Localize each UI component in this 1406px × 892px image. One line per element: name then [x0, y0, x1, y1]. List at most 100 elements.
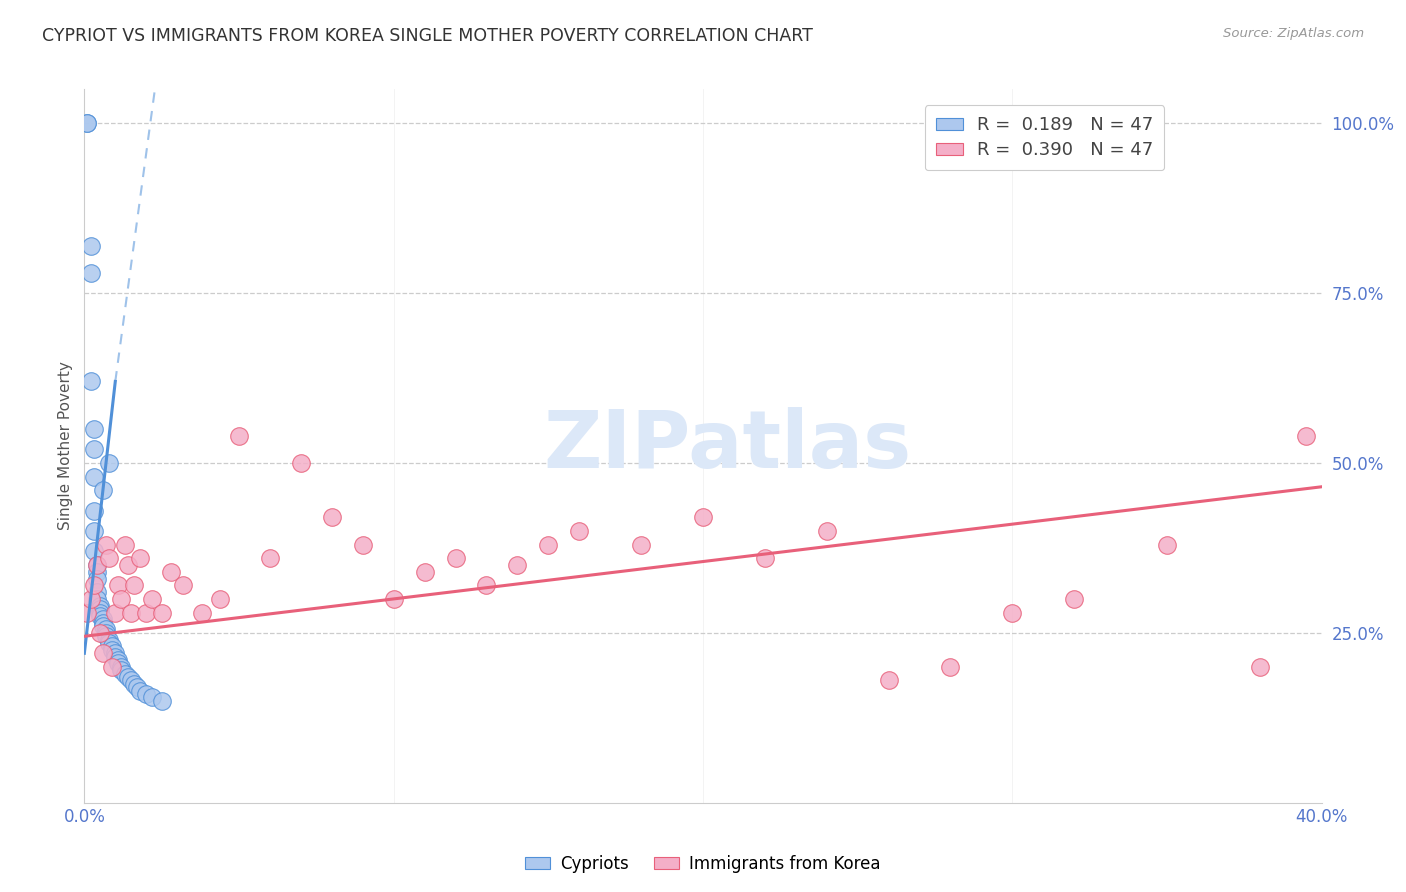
Point	[83, 469, 105, 483]
Point	[877, 673, 900, 688]
Point	[86, 565, 108, 579]
Point	[129, 683, 152, 698]
Point	[150, 606, 173, 620]
Legend: R =  0.189   N = 47, R =  0.390   N = 47: R = 0.189 N = 47, R = 0.390 N = 47	[925, 105, 1164, 170]
Point	[506, 558, 529, 572]
Point	[939, 660, 962, 674]
Point	[83, 422, 105, 436]
Point	[110, 660, 132, 674]
Point	[86, 558, 108, 572]
Point	[1001, 606, 1024, 620]
Point	[89, 626, 111, 640]
Point	[110, 591, 132, 606]
Point	[107, 578, 129, 592]
Point	[91, 612, 114, 626]
Point	[110, 663, 132, 677]
Point	[98, 551, 121, 566]
Point	[141, 690, 163, 705]
Point	[209, 591, 232, 606]
Point	[94, 626, 117, 640]
Point	[94, 537, 117, 551]
Point	[135, 687, 157, 701]
Text: CYPRIOT VS IMMIGRANTS FROM KOREA SINGLE MOTHER POVERTY CORRELATION CHART: CYPRIOT VS IMMIGRANTS FROM KOREA SINGLE …	[42, 27, 813, 45]
Point	[86, 572, 108, 586]
Point	[125, 680, 148, 694]
Point	[86, 591, 108, 606]
Point	[104, 606, 127, 620]
Point	[86, 585, 108, 599]
Point	[76, 606, 98, 620]
Point	[444, 551, 467, 566]
Point	[83, 442, 105, 457]
Point	[104, 646, 127, 660]
Point	[129, 551, 152, 566]
Point	[413, 565, 436, 579]
Point	[89, 608, 111, 623]
Point	[290, 456, 312, 470]
Point	[114, 666, 136, 681]
Point	[107, 653, 129, 667]
Point	[150, 694, 173, 708]
Point	[815, 524, 838, 538]
Point	[79, 238, 101, 252]
Point	[172, 578, 194, 592]
Point	[104, 649, 127, 664]
Point	[83, 578, 105, 592]
Point	[83, 524, 105, 538]
Point	[1295, 429, 1317, 443]
Point	[114, 537, 136, 551]
Point	[91, 483, 114, 498]
Point	[191, 606, 214, 620]
Point	[79, 266, 101, 280]
Point	[1249, 660, 1271, 674]
Point	[91, 619, 114, 633]
Point	[120, 606, 142, 620]
Point	[122, 578, 145, 592]
Point	[89, 606, 111, 620]
Y-axis label: Single Mother Poverty: Single Mother Poverty	[58, 361, 73, 531]
Point	[228, 429, 250, 443]
Point	[83, 544, 105, 558]
Point	[89, 599, 111, 613]
Point	[98, 632, 121, 647]
Point	[98, 456, 121, 470]
Point	[79, 591, 101, 606]
Point	[382, 591, 405, 606]
Legend: Cypriots, Immigrants from Korea: Cypriots, Immigrants from Korea	[519, 848, 887, 880]
Point	[141, 591, 163, 606]
Point	[76, 116, 98, 130]
Point	[94, 629, 117, 643]
Point	[754, 551, 776, 566]
Point	[94, 623, 117, 637]
Point	[101, 660, 124, 674]
Text: ZIPatlas: ZIPatlas	[544, 407, 912, 485]
Point	[568, 524, 591, 538]
Point	[86, 558, 108, 572]
Point	[321, 510, 343, 524]
Point	[475, 578, 498, 592]
Point	[98, 636, 121, 650]
Point	[352, 537, 374, 551]
Text: Source: ZipAtlas.com: Source: ZipAtlas.com	[1223, 27, 1364, 40]
Point	[120, 673, 142, 688]
Point	[122, 677, 145, 691]
Point	[89, 602, 111, 616]
Point	[91, 646, 114, 660]
Point	[1063, 591, 1085, 606]
Point	[79, 375, 101, 389]
Point	[117, 558, 139, 572]
Point	[91, 615, 114, 630]
Point	[83, 503, 105, 517]
Point	[76, 116, 98, 130]
Point	[107, 657, 129, 671]
Point	[135, 606, 157, 620]
Point	[537, 537, 560, 551]
Point	[692, 510, 714, 524]
Point	[259, 551, 281, 566]
Point	[1156, 537, 1178, 551]
Point	[101, 643, 124, 657]
Point	[101, 640, 124, 654]
Point	[630, 537, 652, 551]
Point	[160, 565, 183, 579]
Point	[117, 670, 139, 684]
